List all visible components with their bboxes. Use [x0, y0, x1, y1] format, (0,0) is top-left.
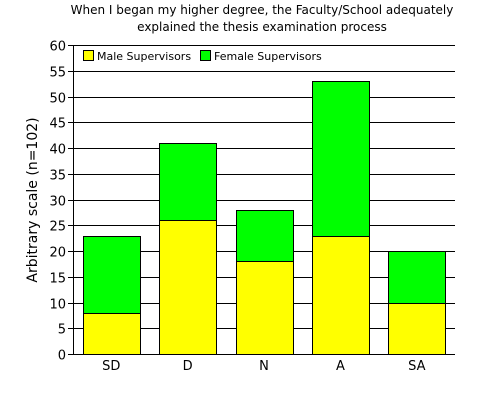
y-tick-label: 0 [58, 349, 66, 364]
x-tick-label: A [336, 359, 345, 374]
x-tick-label: D [183, 359, 193, 374]
legend-label-male: Male Supervisors [97, 50, 191, 63]
bar-sd-male [83, 313, 141, 355]
y-tick-label: 5 [58, 323, 66, 338]
bar-a-female [312, 81, 370, 237]
y-tick-label: 35 [49, 169, 66, 184]
y-tick-labels: 0 5 10 15 20 25 30 35 40 45 50 55 60 [49, 40, 66, 364]
y-tick-label: 25 [49, 220, 66, 235]
bar-sa-female [388, 251, 446, 304]
y-tick-label: 40 [49, 143, 66, 158]
y-tick-label: 10 [49, 298, 66, 313]
y-tick-label: 60 [49, 40, 66, 55]
bar-d-male [159, 220, 217, 355]
x-tick-label: SD [102, 359, 120, 374]
bar-n-female [236, 210, 294, 262]
chart-title-line-2: explained the thesis examination process [137, 20, 387, 34]
bar-sa-male [388, 303, 446, 355]
legend-label-female: Female Supervisors [214, 50, 322, 63]
y-tick-label: 30 [49, 195, 66, 210]
y-axis-label: Arbitrary scale (n=102) [25, 117, 41, 282]
bar-a-male [312, 236, 370, 355]
y-tick-label: 15 [49, 272, 66, 287]
legend-swatch-male [83, 50, 94, 61]
y-tick-label: 50 [49, 92, 66, 107]
bar-d-female [159, 143, 217, 221]
x-tick-labels: SD D N A SA [102, 359, 426, 374]
axes [73, 45, 455, 355]
x-tick-label: SA [408, 359, 425, 374]
bar-n-male [236, 261, 294, 355]
chart-title: When I began my higher degree, the Facul… [71, 3, 454, 34]
bar-sd-female [83, 236, 141, 314]
y-tick-label: 55 [49, 66, 66, 81]
chart-title-line-1: When I began my higher degree, the Facul… [71, 3, 454, 17]
legend-swatch-female [200, 50, 211, 61]
y-tick-label: 45 [49, 117, 66, 132]
x-tick-label: N [259, 359, 269, 374]
y-tick-label: 20 [49, 246, 66, 261]
legend: Male Supervisors Female Supervisors [78, 46, 331, 69]
